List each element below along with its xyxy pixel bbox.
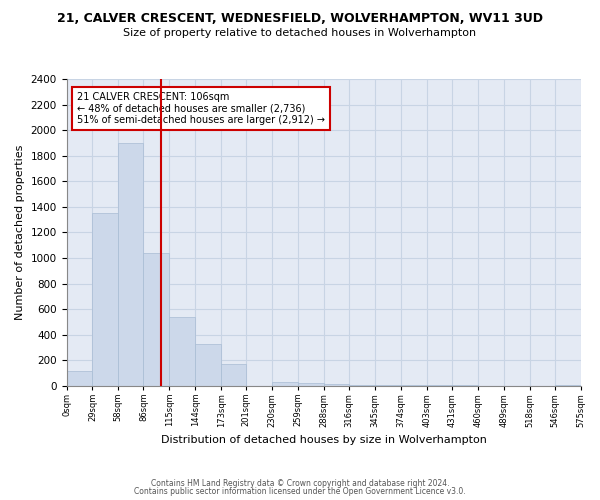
- Bar: [221, 364, 246, 386]
- Bar: [324, 384, 349, 386]
- Bar: [118, 143, 143, 386]
- Bar: [554, 384, 581, 386]
- Bar: [195, 344, 221, 386]
- Text: Contains public sector information licensed under the Open Government Licence v3: Contains public sector information licen…: [134, 487, 466, 496]
- Bar: [169, 317, 195, 386]
- Bar: [298, 384, 324, 386]
- Bar: [92, 213, 118, 386]
- Y-axis label: Number of detached properties: Number of detached properties: [15, 144, 25, 320]
- Bar: [67, 370, 92, 386]
- Text: Contains HM Land Registry data © Crown copyright and database right 2024.: Contains HM Land Registry data © Crown c…: [151, 478, 449, 488]
- Bar: [375, 385, 401, 386]
- Bar: [272, 382, 298, 386]
- Text: Size of property relative to detached houses in Wolverhampton: Size of property relative to detached ho…: [124, 28, 476, 38]
- Bar: [452, 385, 478, 386]
- Bar: [401, 385, 427, 386]
- X-axis label: Distribution of detached houses by size in Wolverhampton: Distribution of detached houses by size …: [161, 435, 487, 445]
- Text: 21, CALVER CRESCENT, WEDNESFIELD, WOLVERHAMPTON, WV11 3UD: 21, CALVER CRESCENT, WEDNESFIELD, WOLVER…: [57, 12, 543, 26]
- Bar: [349, 384, 375, 386]
- Bar: [143, 253, 169, 386]
- Bar: [427, 385, 452, 386]
- Text: 21 CALVER CRESCENT: 106sqm
← 48% of detached houses are smaller (2,736)
51% of s: 21 CALVER CRESCENT: 106sqm ← 48% of deta…: [77, 92, 325, 125]
